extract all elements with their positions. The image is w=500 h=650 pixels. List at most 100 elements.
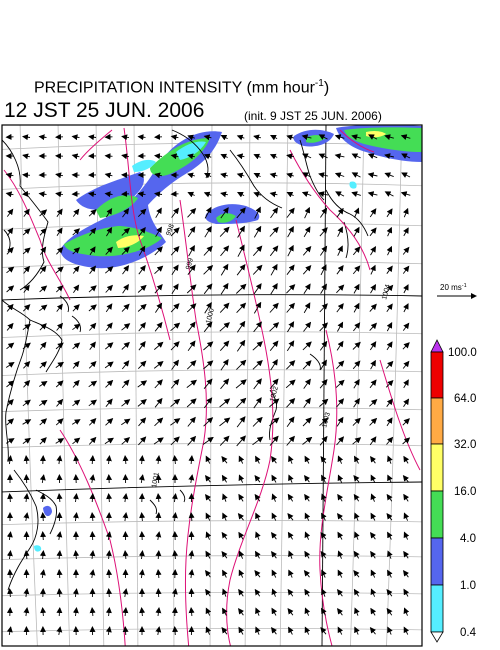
wind-vector xyxy=(319,322,328,332)
wind-vector xyxy=(105,342,114,350)
wind-vector xyxy=(370,550,377,559)
wind-vector xyxy=(7,588,14,598)
wind-vector xyxy=(303,570,310,578)
wind-vector xyxy=(386,607,393,616)
wind-vector xyxy=(155,207,162,218)
wind-vector xyxy=(403,550,410,559)
wind-vector xyxy=(39,361,47,369)
wind-vector xyxy=(72,607,79,617)
wind-vector xyxy=(318,134,328,140)
time-row: 12 JST 25 JUN. 2006 (init. 9 JST 25 JUN.… xyxy=(4,99,382,123)
wind-vector xyxy=(370,512,377,521)
wind-vector xyxy=(170,246,180,256)
colorbar-bin-32-64 xyxy=(430,397,444,445)
wind-vector xyxy=(353,207,360,218)
wind-vector xyxy=(320,531,327,540)
wind-vector xyxy=(187,172,196,179)
wind-vector xyxy=(320,207,328,218)
wind-vector xyxy=(105,398,113,407)
wind-vector xyxy=(352,265,361,275)
wind-vector xyxy=(203,283,213,295)
wind-vector xyxy=(401,172,411,178)
isobar-label: 1001 xyxy=(151,472,161,489)
wind-vector xyxy=(336,303,344,313)
wind-vector xyxy=(369,379,377,389)
wind-vector xyxy=(302,341,312,351)
wind-vector xyxy=(154,191,163,198)
wind-vector xyxy=(369,627,376,635)
wind-vector xyxy=(137,360,147,370)
wind-vector xyxy=(386,226,393,237)
wind-vector xyxy=(205,455,212,464)
wind-vector xyxy=(170,153,179,160)
wind-vector xyxy=(287,226,294,238)
wind-vector xyxy=(172,455,179,465)
wind-vector xyxy=(387,569,393,578)
wind-vector xyxy=(269,302,279,313)
wind-vector xyxy=(252,360,263,370)
wind-vector xyxy=(304,607,311,616)
wind-vector xyxy=(187,416,196,427)
wind-vector xyxy=(386,512,393,521)
wind-vector xyxy=(286,284,296,294)
colorbar-label: 64.0 xyxy=(454,393,476,405)
wind-vector xyxy=(105,550,112,560)
wind-vector xyxy=(219,340,230,351)
colorbar-bin-04-1 xyxy=(430,584,444,633)
wind-vector xyxy=(186,360,197,370)
wind-vector xyxy=(170,341,180,351)
wind-vector xyxy=(353,378,360,389)
wind-vector xyxy=(137,380,148,388)
wind-vector xyxy=(387,474,393,483)
isobar-label: 999 xyxy=(185,257,195,270)
wind-vector xyxy=(320,283,327,294)
wind-vector xyxy=(88,191,97,198)
wind-vector xyxy=(287,321,295,333)
wind-vector xyxy=(23,208,30,217)
wind-vector xyxy=(205,550,212,559)
wind-vector xyxy=(205,569,211,578)
wind-vector xyxy=(72,342,81,350)
wind-vector xyxy=(269,191,278,198)
wind-vector xyxy=(22,399,31,407)
wind-vector xyxy=(303,302,311,314)
wind-vector xyxy=(105,322,113,332)
wind-vector xyxy=(288,455,294,464)
wind-vector xyxy=(105,418,114,426)
wind-vector xyxy=(236,359,247,370)
wind-vector xyxy=(23,493,30,503)
wind-vector xyxy=(170,322,181,332)
wind-vector xyxy=(303,378,311,389)
wind-vector xyxy=(304,455,311,464)
wind-vector xyxy=(72,588,79,597)
wind-vector xyxy=(370,607,377,616)
wind-vector xyxy=(221,531,228,540)
wind-vector xyxy=(6,380,15,388)
wind-vector xyxy=(255,607,261,616)
wind-vector xyxy=(138,550,145,560)
wind-vector xyxy=(271,607,278,616)
wind-vector xyxy=(369,322,377,331)
wind-vector xyxy=(171,359,179,370)
wind-vector xyxy=(22,134,31,141)
wind-vector xyxy=(288,550,294,559)
wind-vector xyxy=(321,474,327,483)
wind-vector xyxy=(238,474,245,483)
wind-vector xyxy=(269,417,280,427)
wind-vector xyxy=(187,321,196,332)
wind-vector xyxy=(255,531,261,540)
wind-vector xyxy=(236,134,245,141)
wind-vector xyxy=(403,303,409,313)
wind-vector xyxy=(287,244,294,257)
wind-vector xyxy=(72,493,79,503)
wind-vector xyxy=(337,531,344,540)
wind-vector xyxy=(203,397,213,409)
wind-vector xyxy=(205,493,211,502)
wind-vector xyxy=(88,304,97,312)
wind-vector xyxy=(302,436,313,445)
wind-vector xyxy=(121,360,130,370)
wind-vector xyxy=(236,397,247,408)
wind-vector xyxy=(236,320,246,333)
wind-vector xyxy=(5,361,15,368)
colorbar-label: 4.0 xyxy=(460,533,476,545)
